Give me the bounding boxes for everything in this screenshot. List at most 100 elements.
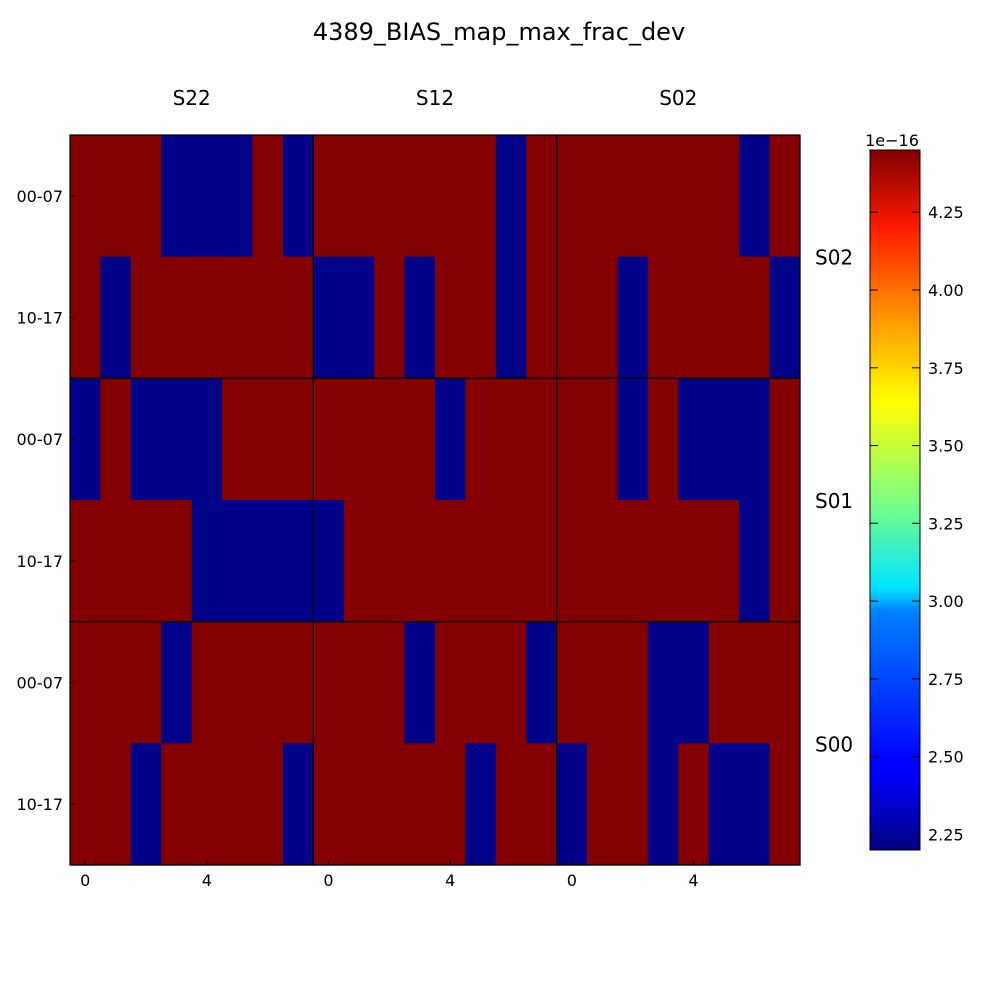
heatmap-cell [708,743,740,866]
heatmap-cell [435,500,467,623]
heatmap-cell [282,256,314,379]
heatmap-cell [100,500,132,623]
heatmap-cell [708,256,740,379]
heatmap-cell [313,135,345,258]
row-group-label: S02 [815,246,853,270]
x-axis-ticks: 0 4 0 4 0 4 [80,859,699,890]
y-tick-label: 10-17 [17,795,64,814]
heatmap-cell [647,743,679,866]
column-group-label: S22 [173,86,211,110]
heatmap-cell [678,743,710,866]
y-tick-label: 10-17 [17,552,64,571]
heatmap-cell [647,135,679,258]
heatmap-cell [647,378,679,501]
heatmap-cell [313,256,345,379]
heatmap-cell [161,256,193,379]
heatmap-cell [556,500,588,623]
panel-border [556,621,801,866]
heatmap-cell [526,135,558,258]
heatmap-cell [465,621,497,744]
heatmap-cell [343,256,375,379]
heatmap-cell [222,500,254,623]
heatmap-cell [130,256,162,379]
colorbar-tick-label: 2.25 [928,825,964,844]
heatmap-cell [161,500,193,623]
heatmap-cell [617,743,649,866]
column-group-label: S02 [659,86,697,110]
heatmap-cell [617,378,649,501]
y-tick-label: 10-17 [17,309,64,328]
heatmap-cell [191,743,223,866]
heatmap-cell [587,500,619,623]
heatmap-cell [587,256,619,379]
heatmap-cell [526,621,558,744]
heatmap-cell [556,256,588,379]
x-tick-label: 4 [202,871,212,890]
heatmap-cell [526,743,558,866]
heatmap-cell [343,500,375,623]
colorbar-tick-label: 3.50 [928,437,964,456]
heatmap-cell [769,378,801,501]
heatmap-cell [282,500,314,623]
x-tick-label: 4 [688,871,698,890]
heatmap-cell [617,621,649,744]
x-tick-label: 0 [323,871,333,890]
row-group-label: S01 [815,489,853,513]
heatmap-cell [769,256,801,379]
heatmap-cell [282,743,314,866]
heatmap-cell [404,621,436,744]
colorbar-ticks: 2.25 2.50 2.75 3.00 3.25 3.50 3.75 4.00 4.25 [870,203,964,844]
heatmap-cell [404,500,436,623]
heatmap-cell [130,135,162,258]
heatmap-cell [70,500,102,623]
heatmap-cell [282,135,314,258]
heatmap-cell [191,378,223,501]
heatmap-cell [100,256,132,379]
heatmap-cell [70,256,102,379]
heatmap-cell [374,256,406,379]
heatmap-cell [252,743,284,866]
heatmap-cell [526,256,558,379]
heatmap-cell [739,378,771,501]
heatmap-cell [769,621,801,744]
heatmap-cell [678,256,710,379]
heatmap-cell [495,621,527,744]
heatmap-cell [100,135,132,258]
heatmap-cell [678,135,710,258]
colorbar-tick-label: 4.25 [928,203,964,222]
heatmap-cell [769,500,801,623]
heatmap-cell [70,743,102,866]
colorbar-tick-label: 3.25 [928,514,964,533]
heatmap-cell [465,135,497,258]
heatmap-cell [495,743,527,866]
heatmap-cells [70,135,801,866]
heatmap-cell [526,378,558,501]
heatmap-cell [404,378,436,501]
row-group-labels: S02 S01 S00 [815,246,853,757]
heatmap-cell [435,378,467,501]
heatmap-cell [495,500,527,623]
heatmap-cell [374,621,406,744]
heatmap-cell [313,743,345,866]
panel-borders [69,134,801,866]
heatmap-cell [70,135,102,258]
heatmap-cell [769,135,801,258]
heatmap-cell [435,743,467,866]
heatmap-cell [465,500,497,623]
heatmap-cell [70,378,102,501]
row-group-label: S00 [815,732,853,756]
heatmap-cell [587,378,619,501]
heatmap-cell [556,621,588,744]
heatmap-cell [252,135,284,258]
heatmap-cell [191,256,223,379]
heatmap-cell [70,621,102,744]
heatmap-cell [374,378,406,501]
heatmap-cell [313,378,345,501]
heatmap-cell [252,256,284,379]
heatmap-cell [404,743,436,866]
heatmap-cell [252,500,284,623]
heatmap-cell [374,135,406,258]
heatmap-cell [100,621,132,744]
heatmap-cell [617,135,649,258]
